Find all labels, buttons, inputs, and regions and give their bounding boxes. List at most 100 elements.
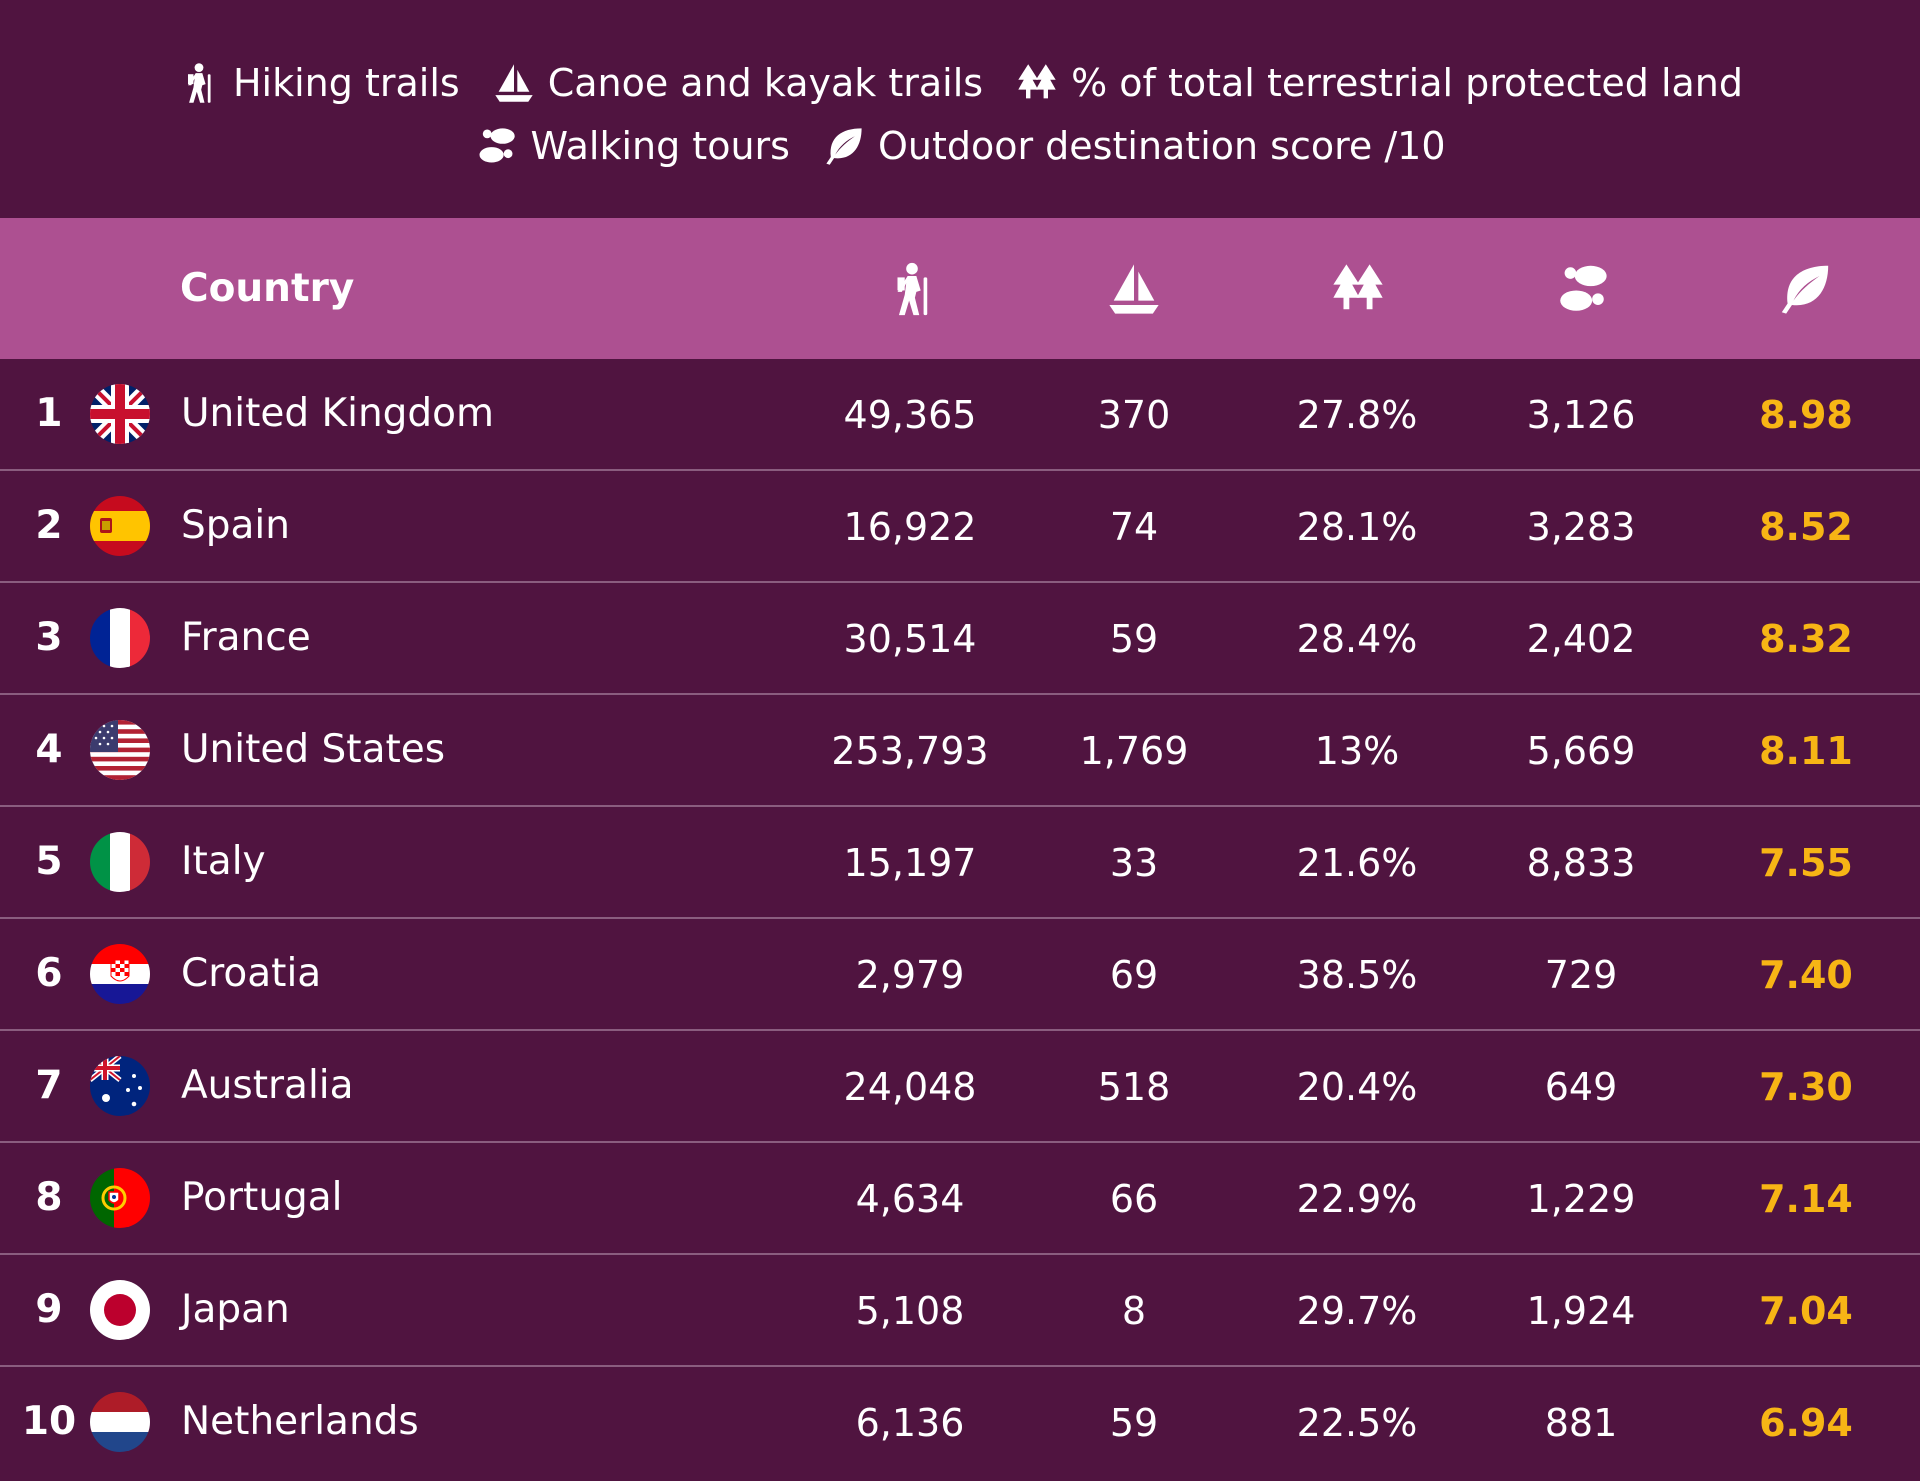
walking-tours-value: 729: [1544, 953, 1618, 997]
table-row: 4 United States 253,793 1,769 13% 5,669 …: [0, 695, 1920, 807]
uk-flag-icon: [90, 384, 150, 444]
legend-label: % of total terrestrial protected land: [1071, 61, 1743, 105]
hiking-trails-value: 24,048: [843, 1065, 977, 1109]
canoe-trails-value: 1,769: [1079, 729, 1189, 773]
hiking-trails-value: 6,136: [855, 1401, 965, 1445]
country-column-header: Country: [180, 266, 355, 311]
hiking-trails-value: 253,793: [831, 729, 989, 773]
walking-tours-value: 3,126: [1526, 393, 1636, 437]
table-row: 7 Australia 24,048 518 20.4% 649 7.30: [0, 1031, 1920, 1143]
hiking-trails-value: 30,514: [843, 617, 977, 661]
legend-label: Walking tours: [530, 124, 790, 168]
country-name: Japan: [181, 1287, 290, 1332]
australia-flag-icon: [90, 1056, 150, 1116]
protected-land-value: 29.7%: [1296, 1289, 1418, 1333]
legend-label: Outdoor destination score /10: [877, 124, 1446, 168]
table-row: 1 United Kingdom 49,365 370 27.8% 3,126 …: [0, 359, 1920, 471]
leaf-icon: [1775, 260, 1835, 318]
trees-icon: [1328, 260, 1388, 318]
protected-land-value: 13%: [1314, 729, 1400, 773]
protected-land-value: 21.6%: [1296, 841, 1418, 885]
canoe-trails-value: 8: [1121, 1289, 1147, 1333]
hiking-trails-value: 15,197: [843, 841, 977, 885]
canoe-trails-value: 518: [1097, 1065, 1171, 1109]
hiking-trails-value: 49,365: [843, 393, 977, 437]
legend-label: Canoe and kayak trails: [547, 61, 984, 105]
canoe-trails-value: 74: [1109, 505, 1159, 549]
hiking-trails-value: 5,108: [855, 1289, 965, 1333]
protected-land-value: 27.8%: [1296, 393, 1418, 437]
table-row: 5 Italy 15,197 33 21.6% 8,833 7.55: [0, 807, 1920, 919]
portugal-flag-icon: [90, 1168, 150, 1228]
legend: Hiking trails Canoe and kayak trails % o…: [0, 0, 1920, 218]
score-value: 8.32: [1759, 617, 1853, 661]
legend-item-protected: % of total terrestrial protected land: [1015, 61, 1743, 105]
score-value: 6.94: [1759, 1401, 1853, 1445]
canoe-trails-value: 59: [1109, 1401, 1159, 1445]
footprints-icon: [1552, 260, 1612, 318]
rank: 10: [21, 1399, 77, 1444]
protected-land-value: 38.5%: [1296, 953, 1418, 997]
walking-tours-value: 8,833: [1526, 841, 1636, 885]
canoe-trails-value: 66: [1109, 1177, 1159, 1221]
country-name: France: [181, 615, 311, 660]
rank: 8: [35, 1175, 63, 1220]
legend-line-2: Walking tours Outdoor destination score …: [0, 118, 1920, 174]
footprints-icon: [474, 124, 518, 168]
netherlands-flag-icon: [90, 1392, 150, 1452]
leaf-icon: [822, 124, 866, 168]
rank: 9: [35, 1287, 63, 1332]
rank: 2: [35, 503, 63, 548]
score-value: 7.04: [1759, 1289, 1853, 1333]
legend-line-1: Hiking trails Canoe and kayak trails % o…: [0, 55, 1920, 111]
score-value: 7.30: [1759, 1065, 1853, 1109]
table-row: 8 Portugal 4,634 66 22.9% 1,229 7.14: [0, 1143, 1920, 1255]
country-name: Netherlands: [181, 1399, 419, 1444]
usa-flag-icon: [90, 720, 150, 780]
table-row: 6 Croatia 2,979 69 38.5% 729 7.40: [0, 919, 1920, 1031]
walking-tours-value: 5,669: [1526, 729, 1636, 773]
canoe-trails-value: 59: [1109, 617, 1159, 661]
hiker-icon: [177, 61, 221, 105]
canoe-trails-value: 370: [1097, 393, 1171, 437]
table-header: Country: [0, 218, 1920, 359]
spain-flag-icon: [90, 496, 150, 556]
hiking-trails-value: 4,634: [855, 1177, 965, 1221]
canoe-trails-value: 69: [1109, 953, 1159, 997]
hiker-icon: [882, 260, 942, 318]
protected-land-value: 28.4%: [1296, 617, 1418, 661]
walking-tours-value: 1,229: [1526, 1177, 1636, 1221]
legend-item-canoe: Canoe and kayak trails: [492, 61, 983, 105]
country-name: Italy: [181, 839, 266, 884]
canoe-trails-value: 33: [1109, 841, 1159, 885]
rank: 4: [35, 727, 63, 772]
legend-item-score: Outdoor destination score /10: [822, 124, 1446, 168]
protected-land-value: 22.9%: [1296, 1177, 1418, 1221]
rank: 6: [35, 951, 63, 996]
country-name: Spain: [181, 503, 290, 548]
protected-land-value: 28.1%: [1296, 505, 1418, 549]
score-value: 7.55: [1759, 841, 1853, 885]
trees-icon: [1015, 61, 1059, 105]
score-value: 8.11: [1759, 729, 1853, 773]
walking-tours-value: 1,924: [1526, 1289, 1636, 1333]
table-row: 2 Spain 16,922 74 28.1% 3,283 8.52: [0, 471, 1920, 583]
walking-tours-value: 3,283: [1526, 505, 1636, 549]
protected-land-value: 22.5%: [1296, 1401, 1418, 1445]
rank: 7: [35, 1063, 63, 1108]
france-flag-icon: [90, 608, 150, 668]
table-row: 3 France 30,514 59 28.4% 2,402 8.32: [0, 583, 1920, 695]
legend-item-walking: Walking tours: [474, 124, 790, 168]
walking-tours-value: 649: [1544, 1065, 1618, 1109]
croatia-flag-icon: [90, 944, 150, 1004]
protected-land-value: 20.4%: [1296, 1065, 1418, 1109]
table-body: 1 United Kingdom 49,365 370 27.8% 3,126 …: [0, 359, 1920, 1481]
table-row: 10 Netherlands 6,136 59 22.5% 881 6.94: [0, 1367, 1920, 1477]
country-name: United Kingdom: [181, 391, 495, 436]
country-name: United States: [181, 727, 446, 772]
hiking-trails-value: 16,922: [843, 505, 977, 549]
rank: 5: [35, 839, 63, 884]
legend-label: Hiking trails: [232, 61, 460, 105]
score-value: 7.40: [1759, 953, 1853, 997]
walking-tours-value: 2,402: [1526, 617, 1636, 661]
